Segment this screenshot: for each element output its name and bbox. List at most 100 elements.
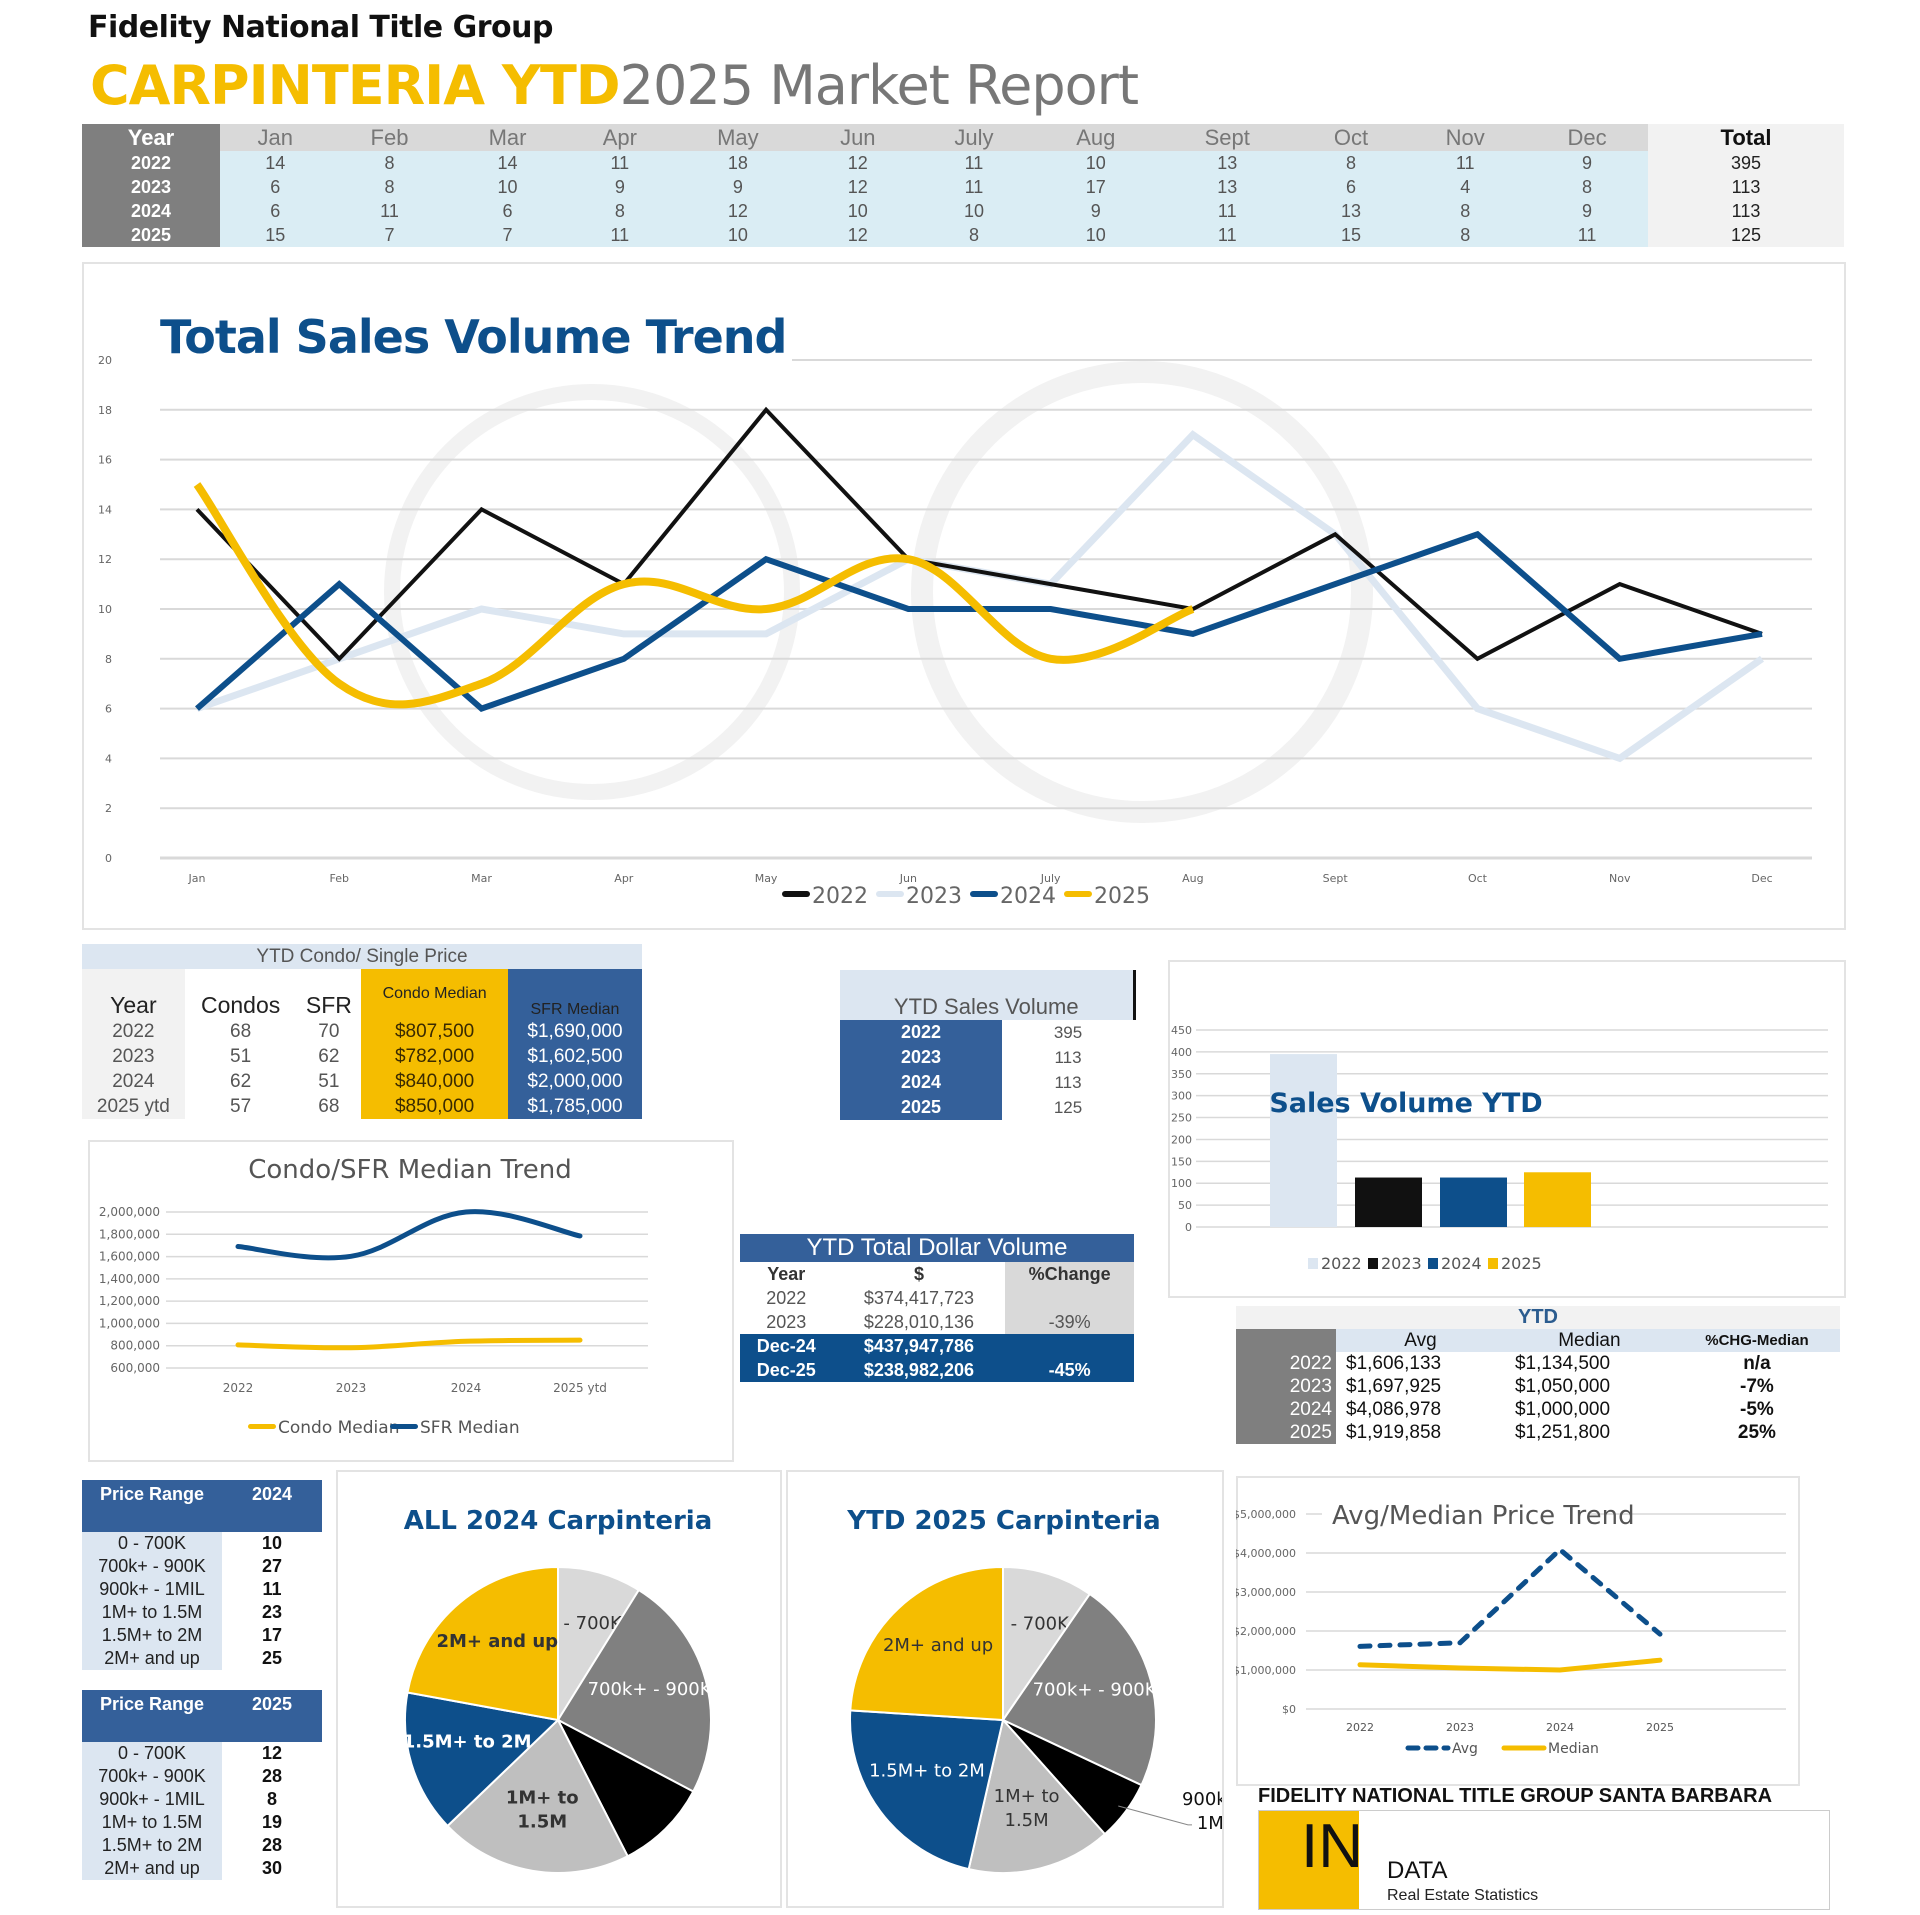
y-tick-label: 12	[98, 553, 112, 566]
chart-title: Avg/Median Price Trend	[1332, 1501, 1635, 1531]
legend-swatch	[1308, 1258, 1318, 1269]
series-line-2022	[195, 406, 1763, 662]
y-tick-label: 6	[105, 703, 112, 716]
col-header: SFR	[305, 992, 352, 1018]
month-value-cell: 9	[566, 175, 674, 199]
month-value-cell: 8	[330, 175, 449, 199]
watermark-seal-icon	[384, 384, 800, 800]
month-value-cell: 8	[1526, 175, 1648, 199]
month-header: Dec	[1526, 124, 1648, 151]
range-cell: 900k+ - 1MIL	[82, 1788, 222, 1811]
month-value-cell: 9	[1034, 199, 1157, 223]
legend-swatch	[390, 1424, 418, 1429]
year-cell: 2024	[82, 199, 220, 223]
series-line-2025	[193, 482, 1195, 709]
table-header-row: Year Condos SFR Condo Median SFR Median	[82, 969, 642, 1019]
x-tick-label: Dec	[1751, 872, 1772, 885]
bar-2022	[1270, 1054, 1337, 1227]
month-value-cell: 4	[1404, 175, 1527, 199]
table-row: 2M+ and up 25	[82, 1647, 322, 1670]
logo-subtitle: Real Estate Statistics	[1387, 1887, 1539, 1904]
table-cell: $1,134,500	[1514, 1352, 1611, 1374]
table-cell: -5%	[1740, 1398, 1774, 1420]
range-cell: 2M+ and up	[82, 1647, 222, 1670]
ytd-avg-median-table: YTD Avg Median %CHG-Median 2022 $1,606,13…	[1236, 1306, 1840, 1444]
col-header: SFR Median	[507, 969, 642, 1019]
y-tick-label: 1,400,000	[99, 1272, 160, 1286]
y-tick-label: 100	[1171, 1177, 1192, 1190]
month-value-cell: 6	[220, 175, 331, 199]
month-value-cell: 11	[1404, 151, 1527, 175]
table-row: 900k+ - 1MIL 8	[82, 1788, 322, 1811]
pie-label: 2M+ and up	[436, 1631, 558, 1652]
x-tick-label: Nov	[1609, 872, 1631, 885]
legend-swatch	[1428, 1258, 1438, 1269]
y-tick-label: 18	[98, 404, 112, 417]
legend-swatch	[1064, 891, 1092, 897]
month-value-cell: 9	[673, 175, 803, 199]
legend-label: 2022	[1321, 1254, 1362, 1273]
label-leader-line	[1118, 1805, 1192, 1826]
y-tick-label: $1,000,000	[1236, 1664, 1296, 1677]
month-value-cell: 12	[802, 151, 914, 175]
pie-chart-2024: 0 - 700K 700k+ - 900K 1M+ to 1.5M 1.5M+ to 2…	[403, 1565, 713, 1874]
pie-chart-2025: 0 - 700K 700k+ - 900K 900k+ - 1MIL 1M+ to 1.5…	[849, 1565, 1222, 1874]
table-row: 1M+ to 1.5M 19	[82, 1811, 322, 1834]
table-cell: 2024	[1236, 1398, 1336, 1421]
x-tick-label: Mar	[471, 872, 492, 885]
table-header-row: Avg Median %CHG-Median	[1236, 1329, 1840, 1352]
table-cell: 2024	[82, 1069, 185, 1094]
table-cell: 2025 ytd	[82, 1094, 185, 1119]
year-header-blank	[1236, 1329, 1336, 1352]
total-cell: 395	[1648, 151, 1844, 175]
col-header: Year	[82, 969, 185, 1019]
watermark-logo-icon	[911, 361, 1373, 823]
table-header-row: Year Jan Feb Mar Apr May Jun July Aug Se…	[82, 124, 1844, 151]
month-value-cell: 6	[448, 199, 567, 223]
sales-volume-bar-chart: 0 50 100 150 200 250 300 350 400 450 Sales Volume …	[1171, 1024, 1828, 1273]
x-tick-label: Oct	[1468, 872, 1488, 885]
col-header: Condo Median	[361, 969, 508, 1019]
table-row: 0 - 700K 12	[82, 1742, 322, 1765]
total-header: Total	[1648, 124, 1844, 151]
table-cell: $1,606,133	[1346, 1352, 1442, 1374]
legend-label: 2024	[1441, 1254, 1482, 1273]
y-tick-label: 200	[1171, 1133, 1192, 1146]
table-cell: 2022	[1236, 1352, 1336, 1375]
price-range-2025-table: Price Range 2025 0 - 700K 12 700k+ - 900K 2…	[82, 1690, 322, 1880]
table-cell: 2023	[766, 1311, 807, 1332]
month-value-cell: 9	[1526, 151, 1648, 175]
table-cell: $1,919,858	[1346, 1421, 1442, 1443]
legend-label: Condo Median	[278, 1418, 399, 1438]
legend-label: 2025	[1501, 1254, 1542, 1273]
count-cell: 27	[261, 1556, 283, 1576]
pie-label: 0 - 700K	[993, 1613, 1070, 1634]
footer-heading: FIDELITY NATIONAL TITLE GROUP SANTA BARB…	[1258, 1785, 1773, 1807]
month-value-cell: 6	[1297, 175, 1405, 199]
pie-label: 2M+ and up	[883, 1635, 993, 1656]
month-header: Apr	[566, 124, 674, 151]
month-value-cell: 10	[913, 199, 1035, 223]
y-tick-label: 10	[98, 603, 112, 616]
y-tick-label: 1,800,000	[99, 1227, 160, 1241]
table-cell: 57	[230, 1095, 252, 1117]
value-cell: 113	[1054, 1047, 1082, 1067]
month-value-cell: 12	[673, 199, 803, 223]
y-tick-label: 16	[98, 454, 112, 467]
month-value-cell: 11	[566, 151, 674, 175]
pie-label: 1M+ to	[506, 1788, 579, 1809]
pie-label: 700k+ - 900K	[588, 1679, 713, 1700]
table-row: Dec-25 $238,982,206 -45%	[740, 1358, 1134, 1382]
table-row: 2023 $228,010,136 -39%	[740, 1310, 1134, 1334]
table-cell: n/a	[1743, 1352, 1771, 1374]
table-row: 2025 ytd 57 68 $850,000 $1,785,000	[82, 1094, 642, 1119]
legend-swatch	[782, 891, 810, 897]
x-tick-label: 2025	[1646, 1721, 1674, 1734]
y-tick-label: 800,000	[110, 1339, 160, 1353]
month-header: Feb	[330, 124, 449, 151]
month-header: Mar	[448, 124, 567, 151]
y-tick-label: $0	[1282, 1703, 1296, 1716]
x-tick-label: July	[1040, 872, 1061, 885]
y-tick-label: 400	[1171, 1046, 1192, 1059]
x-tick-label: 2025 ytd	[553, 1381, 607, 1395]
